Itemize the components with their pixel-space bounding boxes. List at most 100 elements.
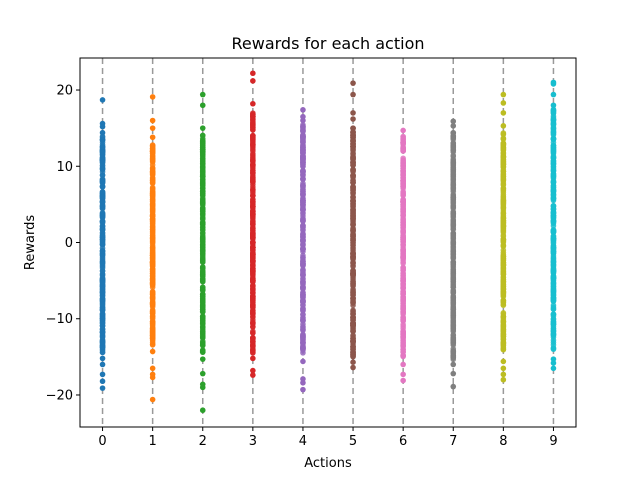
x-tick-label: 6 <box>399 434 407 449</box>
data-point-outlier <box>149 134 156 141</box>
data-point-outlier <box>300 379 306 386</box>
data-point-outlier <box>400 361 406 368</box>
data-point <box>300 314 306 321</box>
data-point-outlier <box>149 365 156 372</box>
data-point <box>450 353 457 360</box>
series-action-7 <box>450 58 457 427</box>
data-point <box>149 156 156 163</box>
data-point <box>450 284 457 290</box>
data-point <box>400 198 406 205</box>
data-point <box>550 258 557 264</box>
data-point-outlier <box>500 358 507 365</box>
data-point <box>199 227 206 233</box>
data-point-outlier <box>400 371 406 378</box>
data-point <box>250 350 256 356</box>
data-point <box>250 225 256 232</box>
data-point <box>300 281 306 288</box>
data-point <box>149 179 156 185</box>
data-point <box>300 339 306 346</box>
data-point <box>300 226 306 233</box>
data-point <box>400 305 406 311</box>
data-point <box>550 159 557 165</box>
data-point-outlier <box>300 117 306 124</box>
data-point-outlier <box>149 117 156 124</box>
axis-ticks: 0 1 2 3 4 5 6 7 8 9 −20 −10 0 10 20 <box>46 84 558 449</box>
data-point-outlier <box>450 361 457 368</box>
data-point <box>300 258 306 265</box>
data-point <box>250 169 256 176</box>
data-point-outlier <box>149 374 156 381</box>
data-point-outlier <box>99 123 106 130</box>
data-point <box>149 192 156 198</box>
data-point <box>450 321 457 328</box>
data-point <box>550 306 557 313</box>
data-point <box>500 204 507 210</box>
data-point <box>199 242 206 248</box>
data-point <box>500 238 507 244</box>
data-point <box>149 266 156 273</box>
data-point <box>250 198 256 205</box>
data-point <box>149 342 156 348</box>
data-point <box>300 191 306 197</box>
data-point <box>250 218 256 224</box>
data-point <box>250 164 256 170</box>
data-point <box>500 253 507 259</box>
data-point-outlier <box>500 91 507 98</box>
data-point <box>400 148 406 154</box>
data-point <box>350 282 356 289</box>
data-point <box>199 264 206 270</box>
data-point-outlier <box>250 372 256 378</box>
data-point <box>400 266 406 272</box>
data-point <box>450 199 457 206</box>
data-point <box>149 272 156 279</box>
data-point <box>250 311 256 317</box>
data-point <box>350 150 356 156</box>
data-point <box>450 144 457 150</box>
data-point <box>400 235 406 242</box>
data-point <box>99 183 106 189</box>
data-point <box>300 198 306 204</box>
data-point <box>500 142 507 148</box>
data-point <box>400 353 406 360</box>
data-point <box>300 153 306 159</box>
data-point <box>550 275 557 282</box>
data-point <box>400 260 406 267</box>
data-point <box>199 257 206 264</box>
data-point <box>250 154 256 160</box>
data-point <box>250 320 256 326</box>
x-tick-label: 0 <box>98 434 106 449</box>
data-point <box>400 311 406 318</box>
data-point <box>450 294 457 301</box>
series-action-1 <box>149 58 156 427</box>
data-point <box>350 286 356 292</box>
data-point <box>550 153 557 159</box>
data-point-outlier <box>300 358 306 365</box>
data-point-outlier <box>250 100 256 107</box>
data-point <box>450 254 457 260</box>
data-point-outlier <box>450 370 457 377</box>
data-point <box>550 129 557 135</box>
data-point <box>350 272 356 279</box>
data-point <box>400 316 406 323</box>
data-point <box>550 171 557 177</box>
data-point <box>550 227 557 233</box>
data-point <box>300 176 306 183</box>
data-point <box>500 226 507 233</box>
data-point <box>550 106 557 113</box>
data-point <box>500 286 507 292</box>
data-point <box>450 310 457 316</box>
data-point-outlier <box>500 110 507 116</box>
data-point <box>250 257 256 264</box>
data-point <box>250 210 256 216</box>
data-point <box>500 130 507 136</box>
data-point <box>250 113 256 120</box>
data-point-outlier <box>550 360 557 366</box>
x-tick-label: 2 <box>199 434 207 449</box>
data-point <box>500 136 507 142</box>
data-point <box>149 245 156 251</box>
data-point <box>450 317 457 323</box>
data-point <box>149 186 156 192</box>
data-point <box>450 233 457 240</box>
data-point <box>400 210 406 217</box>
data-point <box>400 254 406 261</box>
